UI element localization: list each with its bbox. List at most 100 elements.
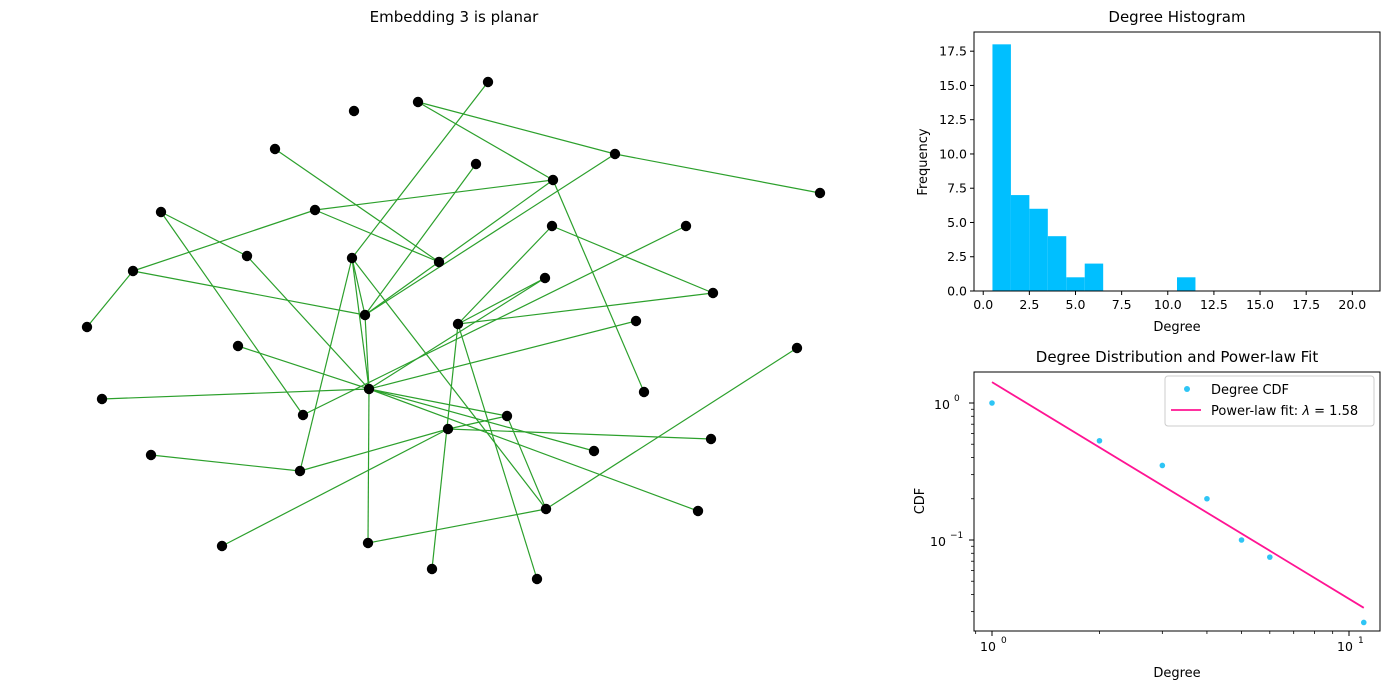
graph-edge (368, 320, 637, 390)
powerlaw-y-ticks: 10 0 10 −1 (930, 394, 974, 549)
graph-node (531, 573, 543, 585)
graph-edge (237, 345, 370, 390)
legend-fit-lambda: λ (1301, 404, 1310, 419)
graph-node (145, 449, 157, 461)
graph-edge (431, 323, 459, 570)
graph-edge (368, 388, 699, 512)
graph-edge (132, 270, 366, 316)
y-tick-label: 10 (934, 397, 950, 412)
x-tick-label: 20.0 (1338, 297, 1366, 312)
x-tick-label: 2.5 (1019, 297, 1039, 312)
x-tick-exponent: 1 (1358, 636, 1364, 646)
graph-edge (351, 257, 370, 390)
graph-node (297, 409, 309, 421)
histogram-y-ticks: 0.0 2.5 5.0 7.5 10.0 12.5 15.0 17.5 (939, 44, 974, 299)
x-tick-exponent: 0 (1001, 636, 1007, 646)
graph-edge (417, 101, 616, 155)
powerlaw-xlabel: Degree (1153, 666, 1200, 681)
y-tick-label: 15.0 (939, 78, 967, 93)
graph-edge (368, 388, 595, 452)
network-title: Embedding 3 is planar (370, 8, 539, 26)
histogram-title: Degree Histogram (1108, 8, 1245, 26)
legend-fit-value: = 1.58 (1310, 404, 1358, 419)
graph-node (791, 342, 803, 354)
graph-edge (351, 257, 547, 510)
graph-node (588, 445, 600, 457)
graph-edge (367, 388, 370, 544)
powerlaw-legend: Degree CDF Power-law fit: λ = 1.58 (1164, 375, 1375, 427)
graph-edge (364, 163, 477, 316)
graph-node (707, 287, 719, 299)
graph-edge (552, 179, 645, 393)
graph-edge (86, 270, 134, 328)
network-edges (86, 81, 821, 580)
histogram-bars (992, 44, 1196, 292)
y-tick-label: 5.0 (947, 215, 967, 230)
graph-node (216, 540, 228, 552)
graph-node (692, 505, 704, 517)
graph-node (346, 252, 358, 264)
graph-edge (545, 347, 798, 510)
powerlaw-minor-ticks (971, 408, 1334, 634)
histogram-bar (1010, 195, 1030, 291)
legend-cdf-marker (1184, 386, 1190, 392)
y-tick-label: 7.5 (947, 181, 967, 196)
graph-edge (614, 153, 821, 194)
graph-edge (132, 209, 316, 272)
graph-edge (160, 211, 304, 416)
histogram-bar (1029, 208, 1048, 291)
graph-node (442, 423, 454, 435)
y-tick-label: 10 (930, 534, 946, 549)
graph-edge (417, 101, 554, 181)
x-tick-label: 12.5 (1200, 297, 1228, 312)
graph-node (127, 265, 139, 277)
powerlaw-ylabel: CDF (913, 488, 928, 515)
graph-node (426, 563, 438, 575)
histogram-ylabel: Frequency (916, 128, 931, 195)
histogram-bar (1177, 277, 1196, 291)
powerlaw-marks (989, 381, 1367, 626)
fit-line (991, 381, 1365, 609)
graph-node (433, 256, 445, 268)
graph-node (241, 250, 253, 262)
cdf-point (1267, 554, 1273, 560)
legend-fit-prefix: Power-law fit: (1211, 404, 1302, 419)
graph-edge (364, 314, 370, 390)
y-tick-label: 12.5 (939, 112, 967, 127)
cdf-point (1360, 619, 1367, 626)
graph-node (609, 148, 621, 160)
cdf-point (1204, 495, 1210, 502)
legend-fit-label: Power-law fit: λ = 1.58 (1211, 404, 1358, 419)
cdf-point (1238, 537, 1245, 543)
graph-edge (506, 415, 547, 510)
x-tick-label: 0.0 (973, 297, 993, 312)
y-tick-label: 2.5 (947, 249, 967, 264)
graph-edge (367, 508, 547, 544)
graph-edge (160, 211, 248, 257)
power-law-plot: Degree Distribution and Power-law Fit 10… (913, 348, 1381, 681)
graph-node (705, 433, 717, 445)
graph-node (630, 315, 642, 327)
graph-node (362, 537, 374, 549)
cdf-point (1096, 437, 1103, 444)
powerlaw-x-ticks: 10 0 10 1 (980, 631, 1364, 654)
graph-node (269, 143, 281, 155)
graph-node (470, 158, 482, 170)
graph-edge (551, 225, 714, 294)
x-tick-label: 17.5 (1292, 297, 1320, 312)
graph-edge (457, 277, 546, 325)
graph-edge (364, 179, 554, 316)
graph-edge (299, 257, 353, 472)
graph-edge (447, 428, 712, 440)
graph-node (814, 187, 826, 199)
graph-edge (351, 81, 489, 259)
graph-edge (274, 148, 440, 263)
graph-edge (351, 257, 366, 316)
y-tick-label: 10.0 (939, 146, 967, 161)
network-graph: Embedding 3 is planar (81, 8, 826, 585)
x-tick-label: 10 (1337, 639, 1353, 654)
graph-edge (101, 388, 370, 400)
histogram-frame (973, 31, 1381, 292)
y-tick-exponent: 0 (954, 394, 960, 404)
legend-cdf-label: Degree CDF (1211, 383, 1289, 398)
